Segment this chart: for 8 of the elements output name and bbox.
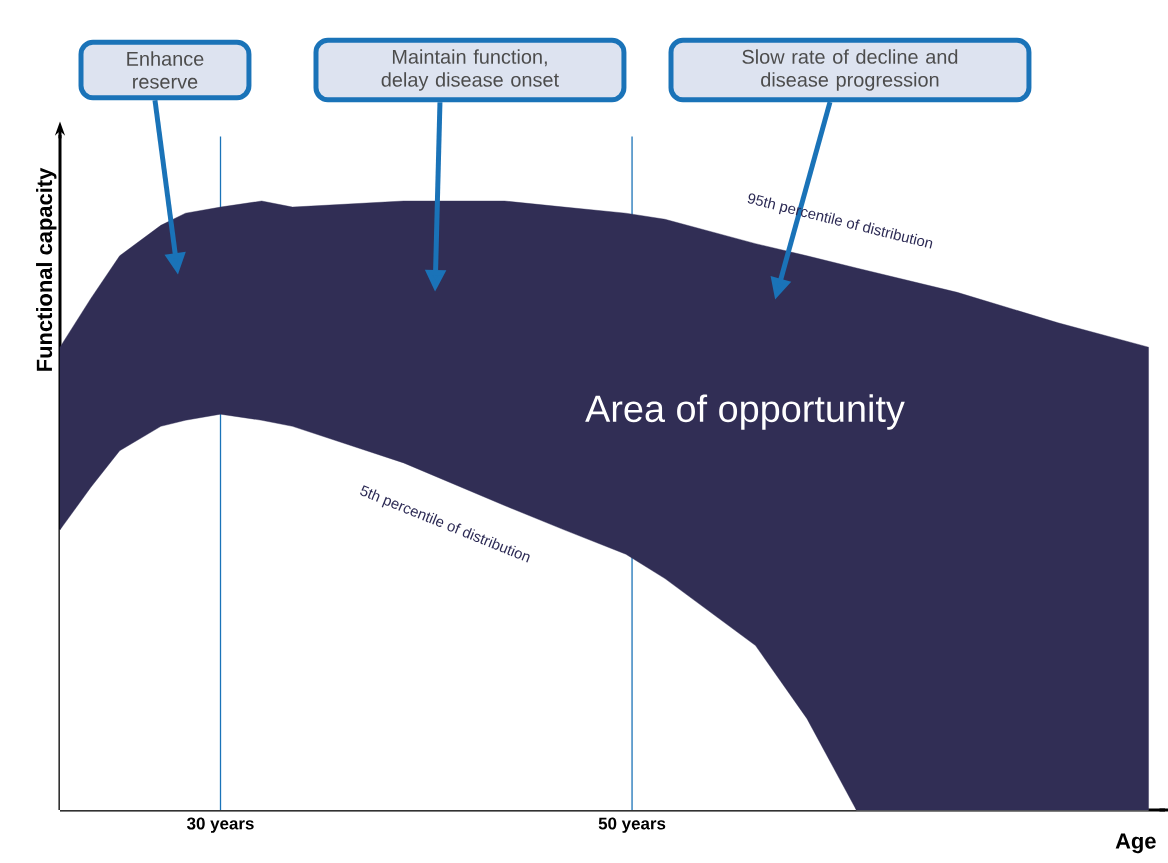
text: Maintain function, delay disease onset xyxy=(381,49,559,91)
text: Enhance reserve xyxy=(127,51,204,89)
x-tick-label: 30 years xyxy=(186,817,254,833)
annotation: Area of opportunity xyxy=(585,394,905,430)
x-axis-title: Age xyxy=(1115,833,1156,854)
y-axis-title: Functional capacity xyxy=(36,167,57,371)
text: Slow rate of decline and disease progression xyxy=(742,49,958,91)
x-tick-label: 50 years xyxy=(598,817,666,833)
